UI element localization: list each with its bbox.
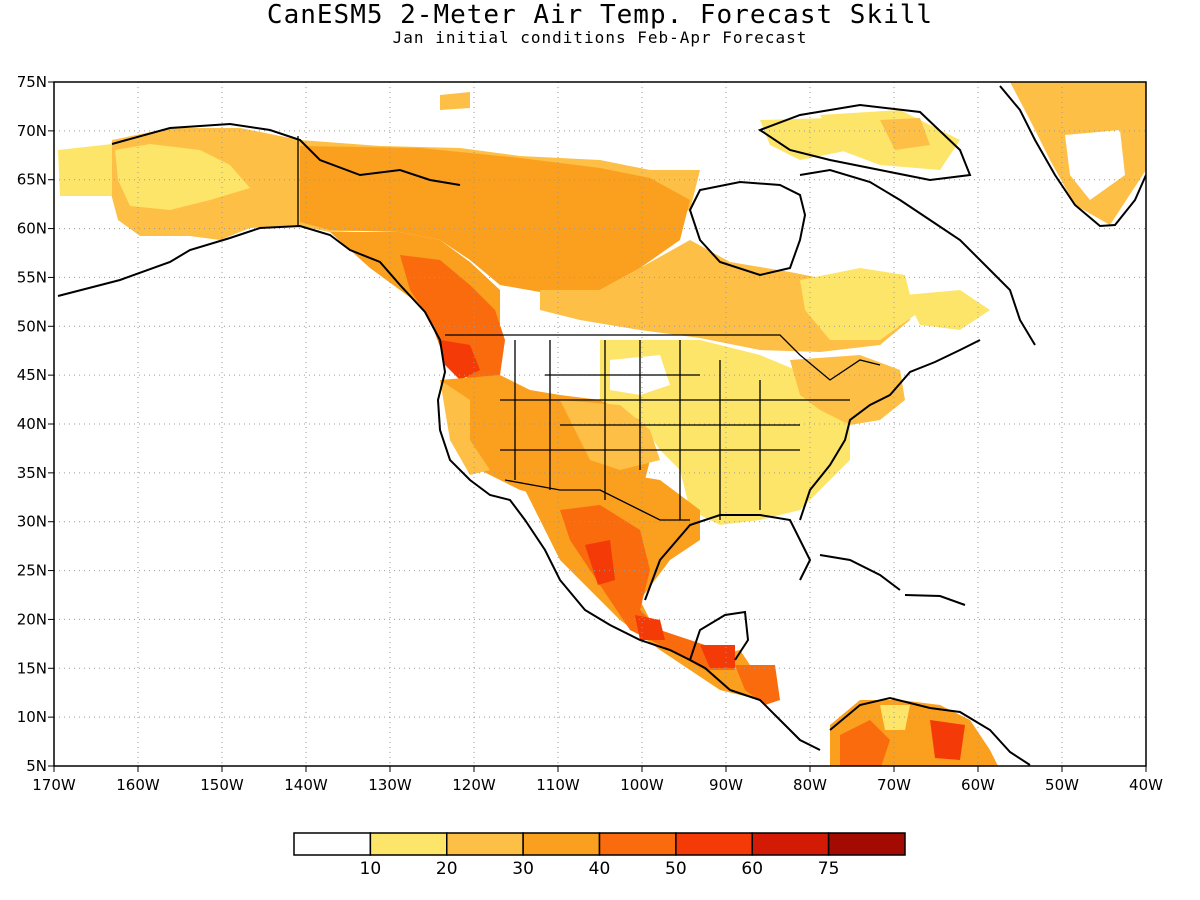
lon-tick-label: 160W: [116, 776, 160, 794]
skill-region-pnw-red: [440, 340, 480, 380]
skill-region-sa-red: [840, 720, 890, 766]
colorbar-swatch: [598, 832, 677, 856]
lat-tick-label: 25N: [17, 562, 47, 580]
colorbar-swatch: [522, 832, 601, 856]
skill-region-baffin: [760, 118, 850, 160]
skill-region-pac-coast: [440, 380, 490, 475]
lon-tick-label: 70W: [877, 776, 911, 794]
colorbar-label: 20: [436, 859, 458, 879]
skill-region-alaska-light: [115, 144, 250, 210]
lat-tick-label: 50N: [17, 317, 47, 335]
lon-tick-label: 50W: [1045, 776, 1079, 794]
lat-tick-label: 60N: [17, 220, 47, 238]
political-borders: [297, 136, 881, 521]
skill-region-mexico-red2: [635, 615, 665, 640]
lat-tick-label: 40N: [17, 415, 47, 433]
map-subtitle: Jan initial conditions Feb-Apr Forecast: [392, 28, 808, 47]
coast-hispaniola: [904, 594, 966, 606]
coast-alaska: [57, 224, 821, 751]
colorbar-swatch: [446, 832, 524, 856]
skill-region-banks: [440, 92, 470, 110]
coast-yucatan: [689, 610, 750, 661]
lon-tick-label: 150W: [200, 776, 244, 794]
skill-region-labrador: [905, 290, 990, 330]
colorbar-swatch: [751, 832, 830, 856]
border-states-v: [514, 340, 761, 520]
lon-tick-label: 60W: [961, 776, 995, 794]
lat-tick-label: 5N: [26, 757, 47, 775]
skill-region-bering: [58, 144, 112, 196]
colorbar-swatch: [293, 832, 372, 856]
skill-region-sa-red2: [930, 720, 965, 760]
colorbar-label: 75: [818, 859, 840, 879]
lon-tick-label: 90W: [709, 776, 743, 794]
coastlines: [57, 85, 1146, 766]
coast-alaska-north: [111, 122, 461, 186]
border-us-mexico: [504, 479, 690, 521]
colorbar-swatch: [675, 832, 753, 856]
coast-south-america: [829, 696, 1031, 766]
lon-tick-label: 110W: [536, 776, 580, 794]
colorbar-label: 50: [665, 859, 687, 879]
coast-greenland: [999, 85, 1146, 228]
skill-region-quebec-light: [800, 268, 915, 340]
lat-tick-label: 75N: [17, 73, 47, 91]
lat-tick-label: 45N: [17, 366, 47, 384]
lat-tick-label: 15N: [17, 659, 47, 677]
lon-tick-label: 40W: [1129, 776, 1163, 794]
lat-tick-label: 55N: [17, 268, 47, 286]
colorbar-swatch: [369, 832, 448, 856]
lat-tick-label: 65N: [17, 171, 47, 189]
skill-region-central-america: [735, 665, 780, 705]
skill-region-ellesmere: [880, 118, 930, 150]
colorbar-swatch: [827, 832, 906, 856]
colorbar-label: 10: [360, 859, 382, 879]
skill-region-bc-hot: [400, 255, 505, 380]
coast-labrador: [799, 168, 1036, 346]
coast-hudson: [688, 180, 807, 277]
lat-tick-label: 10N: [17, 708, 47, 726]
colorbar-label: 30: [512, 859, 534, 879]
colorbar: 10 20 30 40 50 60 75: [293, 832, 906, 879]
coast-east-us: [799, 339, 981, 521]
coast-baffin: [757, 103, 972, 182]
longitude-axis: 170W 160W 150W 140W 130W 120W 110W 100W 90W 80W 70…: [32, 766, 1163, 794]
border-us-canada: [445, 334, 881, 381]
border-states-h: [500, 374, 850, 451]
lat-tick-label: 35N: [17, 464, 47, 482]
skill-region-plains-20: [560, 400, 660, 470]
lon-tick-label: 100W: [620, 776, 664, 794]
skill-region-northeast: [790, 355, 905, 425]
lon-tick-label: 120W: [452, 776, 496, 794]
skill-shading: [58, 82, 1146, 766]
lon-tick-label: 80W: [793, 776, 827, 794]
coast-cuba: [819, 554, 901, 591]
coast-gulf: [644, 514, 812, 601]
colorbar-label: 60: [741, 859, 763, 879]
skill-region-canada-central: [300, 146, 690, 292]
map-title: CanESM5 2-Meter Air Temp. Forecast Skill: [266, 0, 934, 30]
skill-region-greenland-white: [1065, 130, 1125, 200]
lon-tick-label: 170W: [32, 776, 76, 794]
lat-tick-label: 70N: [17, 122, 47, 140]
skill-region-mexico-red: [585, 540, 615, 585]
lon-tick-label: 130W: [368, 776, 412, 794]
latitude-axis: 75N 70N 65N 60N 55N 50N 45N 40N 35N 30N 25N 20N 15N 1…: [17, 73, 54, 775]
lat-tick-label: 30N: [17, 513, 47, 531]
lat-tick-label: 20N: [17, 610, 47, 628]
colorbar-label: 40: [589, 859, 611, 879]
lon-tick-label: 140W: [284, 776, 328, 794]
